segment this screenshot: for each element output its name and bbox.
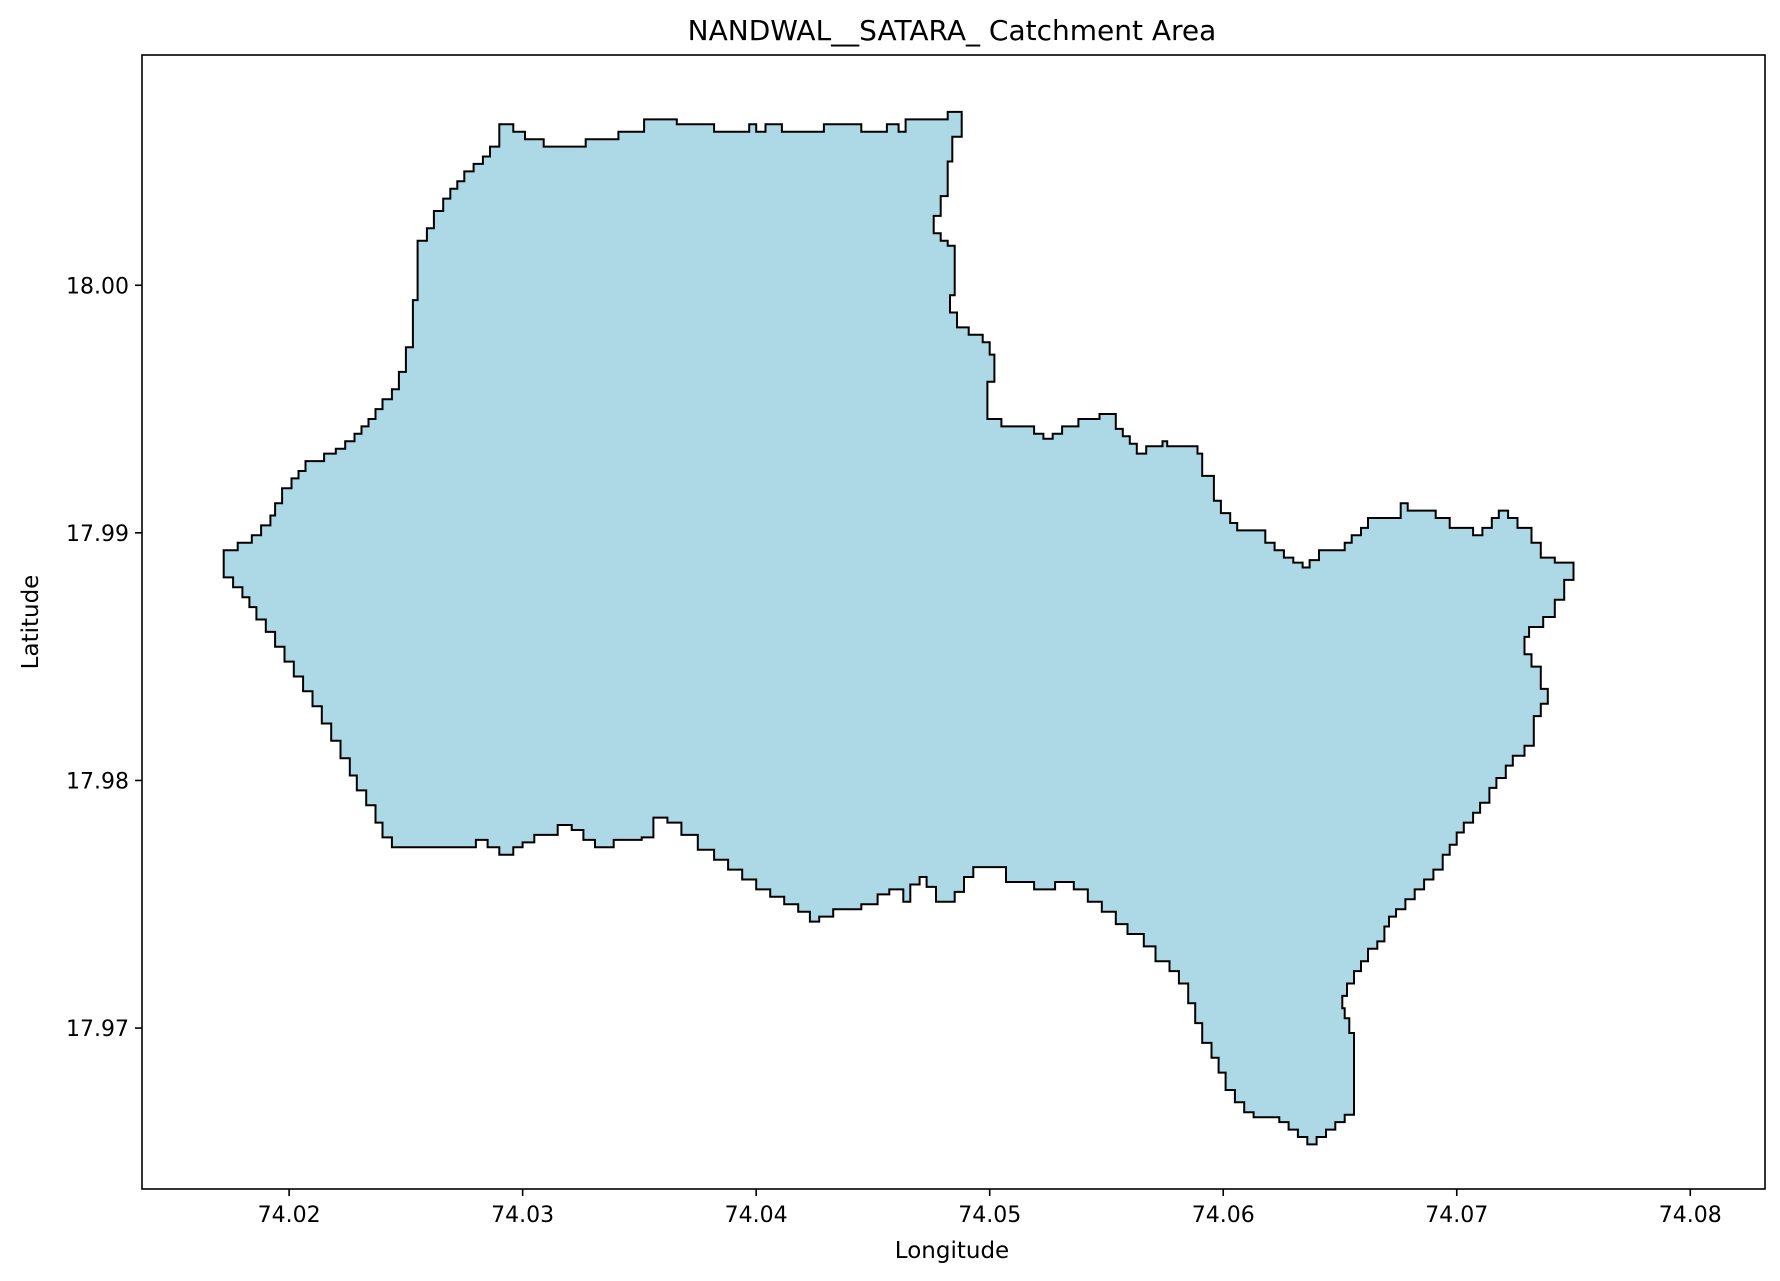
x-tick-label: 74.05 bbox=[958, 1203, 1021, 1228]
y-tick-label: 17.99 bbox=[66, 522, 129, 547]
x-tick-label: 74.02 bbox=[258, 1203, 321, 1228]
y-tick-label: 18.00 bbox=[66, 274, 129, 299]
x-tick-label: 74.07 bbox=[1425, 1203, 1488, 1228]
x-tick-label: 74.08 bbox=[1659, 1203, 1722, 1228]
x-tick-label: 74.03 bbox=[491, 1203, 554, 1228]
x-tick-label: 74.04 bbox=[725, 1203, 788, 1228]
catchment-polygon bbox=[222, 110, 1575, 1146]
plot-frame bbox=[141, 54, 1766, 1190]
y-axis: 17.97 17.98 17.99 18.00 bbox=[66, 274, 142, 1042]
catchment-layer bbox=[222, 110, 1575, 1146]
y-tick-label: 17.97 bbox=[66, 1017, 129, 1042]
y-axis-label: Latitude bbox=[18, 575, 44, 670]
x-axis-label: Longitude bbox=[895, 1238, 1009, 1264]
y-tick-label: 17.98 bbox=[66, 769, 129, 794]
x-tick-label: 74.06 bbox=[1192, 1203, 1255, 1228]
x-axis: 74.02 74.03 74.04 74.05 74.06 74.07 74.08 bbox=[258, 1189, 1722, 1228]
chart-title: NANDWAL__SATARA_ Catchment Area bbox=[688, 14, 1217, 47]
